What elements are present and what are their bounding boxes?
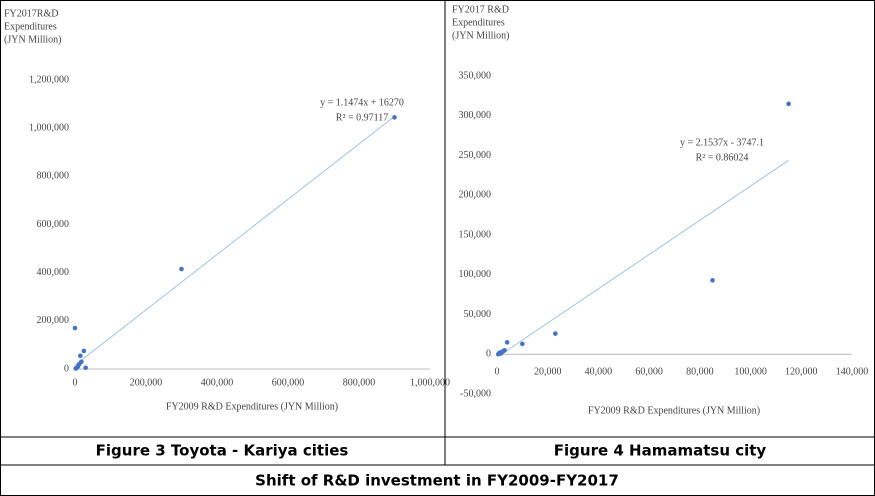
x-tick-label: 120,000 <box>785 366 818 377</box>
x-tick-label: 400,000 <box>201 377 234 388</box>
caption: Figure 3 Toyota - Kariya cities <box>96 442 349 460</box>
y-tick-label: 200,000 <box>37 315 70 326</box>
y-tick-label: 1,200,000 <box>29 74 69 85</box>
annotation: y = 2.1537x - 3747.1 <box>680 137 764 148</box>
x-tick-label: 40,000 <box>585 366 613 377</box>
point <box>79 359 84 365</box>
x-tick-label: 60,000 <box>635 366 663 377</box>
point <box>179 266 184 272</box>
x-axis-label: FY2009 R&D Expenditures (JYN Million) <box>588 405 760 416</box>
point <box>553 331 558 336</box>
x-tick-label: 80,000 <box>686 366 714 377</box>
point <box>786 101 791 107</box>
caption: Figure 4 Hamamatsu city <box>554 442 767 460</box>
point <box>81 348 87 354</box>
y-tick-label: 150,000 <box>459 229 492 240</box>
x-tick-label: 0 <box>73 377 78 388</box>
y-axis-label: (JYN Million) <box>452 30 510 41</box>
figure-caption: Shift of R&D investment in FY2009-FY2017 <box>255 472 619 490</box>
y-axis-label: FY2017R&D <box>4 8 58 19</box>
point <box>501 348 506 354</box>
y-tick-label: 300,000 <box>459 110 492 121</box>
y-tick-label: -50,000 <box>460 388 491 399</box>
point <box>392 115 397 120</box>
y-tick-label: 800,000 <box>37 171 70 182</box>
y-tick-label: 400,000 <box>37 267 70 278</box>
point <box>83 365 88 371</box>
y-tick-label: 350,000 <box>459 70 492 81</box>
trendline <box>74 115 395 366</box>
annotation: R² = 0.86024 <box>696 152 749 163</box>
y-tick-label: 200,000 <box>459 190 492 201</box>
annotation: y = 1.1474x + 16270 <box>320 97 404 108</box>
point <box>520 341 525 347</box>
x-tick-label: 800,000 <box>343 377 376 388</box>
x-axis-label: FY2009 R&D Expenditures (JYN Million) <box>166 401 338 412</box>
x-tick-label: 20,000 <box>534 366 562 377</box>
point <box>504 340 510 345</box>
annotation: R² = 0.97117 <box>336 112 388 123</box>
x-tick-label: 200,000 <box>130 377 163 388</box>
y-tick-label: 250,000 <box>459 150 492 161</box>
y-axis-label: Expenditures <box>4 21 57 32</box>
y-axis-label: (JYN Million) <box>4 34 62 45</box>
point <box>710 278 715 283</box>
y-tick-label: 0 <box>486 349 491 360</box>
point <box>78 353 83 359</box>
y-tick-label: 50,000 <box>464 309 492 320</box>
x-tick-label: 100,000 <box>734 366 767 377</box>
y-axis-label: FY2017 R&D <box>452 4 509 15</box>
y-tick-label: 1,000,000 <box>29 122 69 133</box>
y-tick-label: 600,000 <box>37 219 70 230</box>
x-tick-label: 600,000 <box>272 377 305 388</box>
y-axis-label: Expenditures <box>452 17 505 28</box>
x-tick-label: 140,000 <box>836 366 869 377</box>
x-tick-label: 0 <box>495 366 500 377</box>
y-tick-label: 100,000 <box>459 269 492 280</box>
point <box>72 325 78 331</box>
trendline <box>499 159 789 356</box>
y-tick-label: 0 <box>64 363 69 374</box>
x-tick-label: 1,000,000 <box>410 377 450 388</box>
